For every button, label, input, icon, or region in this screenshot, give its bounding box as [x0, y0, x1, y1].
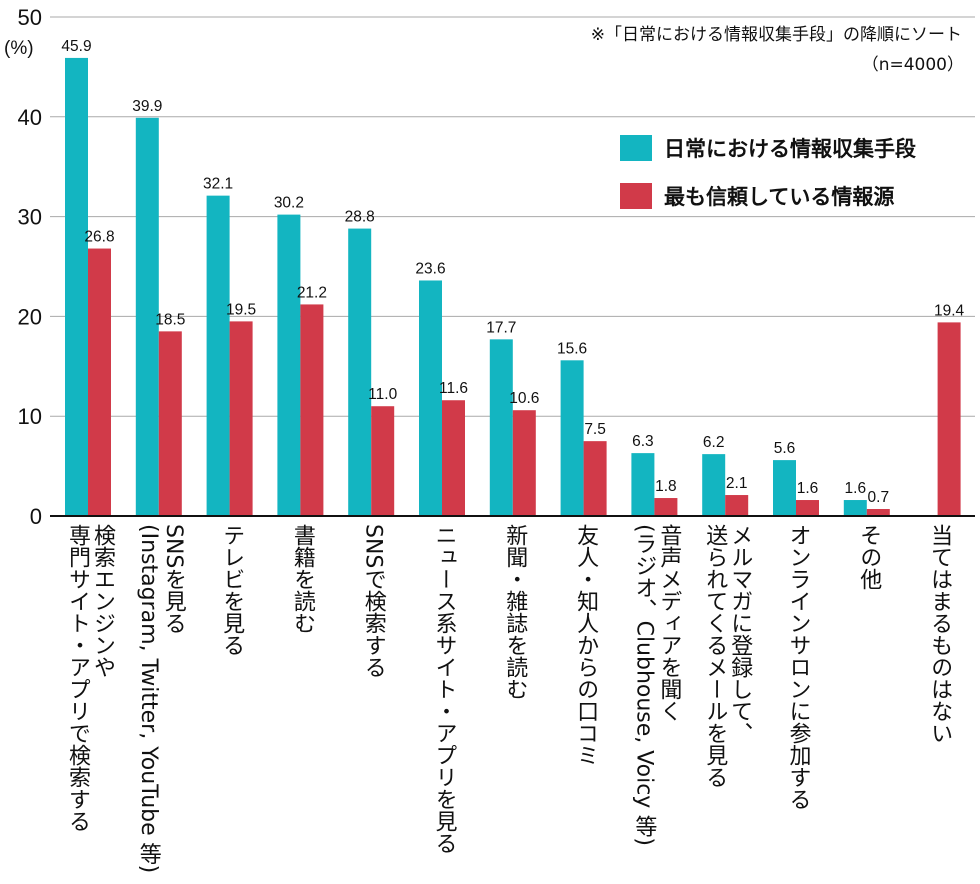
- data-label: 19.4: [934, 302, 965, 319]
- category-label: 書籍を読む: [289, 524, 315, 634]
- bar: [158, 331, 182, 516]
- legend-item-daily: 日常における情報収集手段: [620, 135, 916, 161]
- y-axis-unit: (%): [4, 38, 34, 59]
- category-label: 新聞・雑誌を読む: [502, 524, 528, 700]
- category-label: 検索エンジンや 専門サイト・アプリで検索する: [65, 524, 115, 832]
- data-label: 19.5: [226, 301, 256, 318]
- data-label: 28.8: [345, 209, 375, 226]
- legend-label-trusted: 最も信頼している情報源: [664, 185, 895, 209]
- bar: [135, 117, 159, 516]
- bar: [937, 322, 961, 516]
- legend-item-trusted: 最も信頼している情報源: [620, 183, 916, 209]
- y-tick-label: 10: [18, 404, 42, 429]
- data-label: 26.8: [84, 229, 114, 246]
- y-tick-label: 0: [30, 504, 42, 529]
- data-label: 7.5: [584, 421, 606, 438]
- category-label: 音声メディアを聞く (ラジオ、Clubhouse, Voicy 等): [631, 524, 682, 846]
- data-label: 2.1: [726, 475, 748, 492]
- category-label: その他: [856, 524, 882, 590]
- bar: [631, 453, 655, 516]
- data-label: 0.7: [868, 489, 890, 506]
- bar: [88, 248, 111, 516]
- data-label: 5.6: [774, 440, 796, 457]
- data-label: 1.8: [655, 478, 677, 495]
- data-label: 21.2: [297, 284, 327, 301]
- data-label: 30.2: [274, 195, 304, 212]
- data-label: 17.7: [486, 319, 516, 336]
- category-label: SNSで検索する: [360, 524, 386, 679]
- data-label: 18.5: [155, 311, 185, 328]
- category-label: ニュース系サイト・アプリを見る: [431, 524, 457, 854]
- category-label: オンラインサロンに参加する: [785, 524, 811, 810]
- data-label: 6.2: [703, 434, 725, 451]
- y-tick-label: 50: [18, 5, 42, 30]
- legend-swatch-daily: [620, 135, 652, 161]
- data-label: 39.9: [132, 98, 162, 115]
- data-label: 1.6: [845, 480, 867, 497]
- data-label: 23.6: [415, 260, 445, 277]
- legend: 日常における情報収集手段 最も信頼している情報源: [620, 135, 916, 231]
- bar: [277, 214, 301, 516]
- data-label: 10.6: [509, 390, 539, 407]
- bar: [371, 406, 395, 516]
- data-label: 1.6: [797, 480, 819, 497]
- sort-note: ※「日常における情報収集手段」の降順にソート: [590, 25, 962, 45]
- y-tick-label: 30: [18, 205, 42, 230]
- bar: [866, 509, 890, 516]
- bar: [206, 195, 230, 516]
- category-label: 当てはまるものはない: [927, 524, 953, 744]
- sample-size-note: （n=4000）: [861, 55, 964, 75]
- bar: [489, 339, 513, 516]
- bar: [348, 228, 372, 517]
- bar: [654, 498, 678, 516]
- bar: [725, 495, 749, 516]
- y-tick-label: 40: [18, 105, 42, 130]
- category-label: テレビを見る: [219, 524, 245, 656]
- bar: [419, 280, 442, 516]
- bar: [65, 57, 88, 516]
- data-label: 6.3: [632, 433, 654, 450]
- category-label: SNSを見る (Instagram, Twitter, YouTube 等): [135, 524, 186, 874]
- bar: [300, 304, 324, 516]
- bar: [843, 500, 867, 516]
- bar: [583, 441, 607, 516]
- legend-label-daily: 日常における情報収集手段: [664, 137, 916, 161]
- data-label: 11.6: [439, 380, 468, 397]
- category-label: メルマガに登録して、 送られてくるメールを見る: [702, 524, 753, 788]
- bar: [773, 460, 796, 516]
- bar: [442, 400, 465, 516]
- bar: [560, 360, 584, 516]
- bar: [702, 454, 726, 516]
- category-label: 友人・知人からの口コミ: [573, 524, 599, 766]
- data-label: 15.6: [557, 340, 587, 357]
- data-label: 32.1: [203, 176, 233, 193]
- bar: [512, 410, 536, 516]
- data-label: 11.0: [368, 386, 397, 403]
- data-label: 45.9: [61, 38, 91, 55]
- bar: [796, 500, 819, 516]
- y-tick-label: 20: [18, 304, 42, 329]
- legend-swatch-trusted: [620, 183, 652, 209]
- bar: [229, 321, 253, 516]
